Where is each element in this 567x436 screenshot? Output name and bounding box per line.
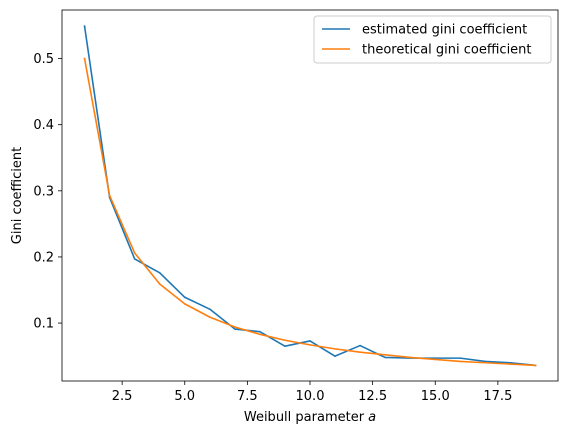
data-point bbox=[384, 354, 386, 356]
data-point bbox=[409, 356, 412, 359]
y-axis-ticks: 0.1 0.2 0.3 0.4 0.5 bbox=[33, 52, 62, 332]
data-point bbox=[83, 57, 86, 60]
data-point bbox=[158, 283, 161, 285]
data-point bbox=[509, 363, 512, 365]
data-point bbox=[459, 360, 462, 363]
data-point bbox=[284, 345, 286, 348]
x-axis-label-italic: a bbox=[368, 410, 376, 425]
data-point bbox=[158, 272, 161, 274]
legend: estimated gini coefficient theoretical g… bbox=[313, 15, 552, 64]
y-tick-label: 0.1 bbox=[33, 317, 54, 332]
data-point bbox=[259, 330, 261, 333]
series-layer bbox=[83, 25, 537, 367]
data-point bbox=[83, 25, 86, 27]
data-point bbox=[133, 252, 136, 254]
y-tick-label: 0.2 bbox=[33, 250, 54, 265]
data-point bbox=[459, 357, 462, 359]
x-tick-label: 17.5 bbox=[483, 389, 512, 404]
data-point bbox=[108, 194, 111, 197]
x-tick-label: 5.0 bbox=[174, 389, 195, 404]
data-point bbox=[259, 333, 261, 336]
data-point bbox=[509, 361, 512, 364]
x-axis-ticks: 2.5 5.0 7.5 10.0 12.5 15.0 17.5 bbox=[112, 381, 512, 404]
data-point bbox=[384, 356, 386, 359]
data-point bbox=[359, 351, 361, 353]
plot-area-frame bbox=[61, 9, 559, 382]
data-point bbox=[309, 340, 311, 342]
x-tick-label: 2.5 bbox=[112, 389, 133, 404]
data-point bbox=[183, 296, 186, 299]
x-tick-label: 10.0 bbox=[296, 389, 325, 404]
y-axis-label: Gini coefficient bbox=[10, 147, 25, 244]
data-point bbox=[183, 303, 186, 305]
plot-area-background bbox=[62, 10, 558, 381]
data-point bbox=[359, 344, 361, 347]
y-tick-label: 0.5 bbox=[33, 52, 54, 67]
x-axis-label: Weibull parameter a bbox=[244, 410, 376, 425]
x-tick-label: 12.5 bbox=[358, 389, 387, 404]
data-point bbox=[133, 258, 136, 260]
data-point bbox=[484, 361, 487, 364]
data-point bbox=[234, 326, 236, 328]
legend-label-theoretical: theoretical gini coefficient bbox=[362, 43, 532, 58]
x-tick-label: 7.5 bbox=[237, 389, 258, 404]
legend-label-estimated: estimated gini coefficient bbox=[362, 23, 527, 38]
x-axis-label-text: Weibull parameter bbox=[244, 410, 368, 425]
series-theoretical bbox=[83, 57, 537, 367]
data-point bbox=[484, 360, 487, 363]
x-tick-label: 15.0 bbox=[421, 389, 450, 404]
data-point bbox=[309, 344, 311, 346]
data-point bbox=[209, 316, 211, 318]
data-point bbox=[334, 348, 336, 350]
data-point bbox=[534, 364, 537, 367]
y-tick-label: 0.4 bbox=[33, 118, 54, 133]
y-tick-label: 0.3 bbox=[33, 184, 54, 199]
data-point bbox=[334, 355, 336, 357]
data-point bbox=[209, 308, 211, 310]
legend-frame bbox=[313, 15, 552, 64]
data-point bbox=[284, 339, 286, 342]
data-point bbox=[434, 358, 437, 361]
data-point bbox=[434, 357, 437, 359]
data-point bbox=[234, 328, 236, 330]
